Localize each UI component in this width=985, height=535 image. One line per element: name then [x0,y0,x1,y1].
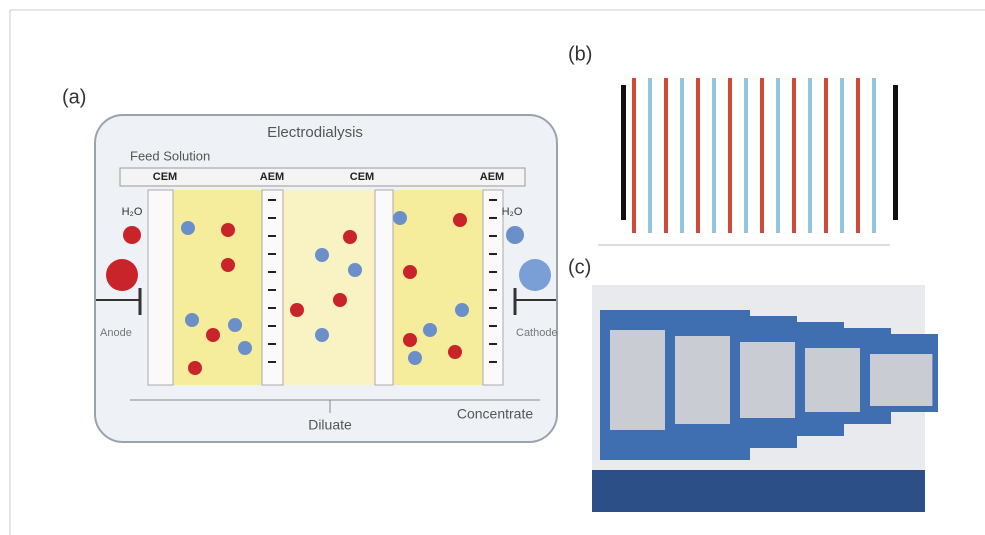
chamber [283,190,375,385]
chamber [173,190,262,385]
ion [343,230,357,244]
ion [181,221,195,235]
membrane-bar [744,78,748,233]
membrane-bar [648,78,652,233]
membrane-label: CEM [350,171,374,183]
panel-label: (a) [62,86,86,108]
ion [333,293,347,307]
membrane-bar [632,78,636,233]
ion [238,341,252,355]
figure: (a) Electrodialysis Feed Solution CEM AE… [0,0,985,535]
membrane-label: AEM [480,171,504,183]
feed-label: Feed Solution [130,148,210,163]
end-plate [621,85,626,220]
ion [348,263,362,277]
ion [423,323,437,337]
membrane [148,190,173,385]
ion [393,211,407,225]
membrane-bar [776,78,780,233]
membrane [483,190,503,385]
water-label: H₂O [502,206,523,218]
cathode-label: Cathode [516,327,558,339]
ion [228,318,242,332]
photo-content [592,310,938,512]
ion [290,303,304,317]
ion [188,361,202,375]
ion [453,213,467,227]
membrane-bar [680,78,684,233]
membrane-bar [808,78,812,233]
membrane [375,190,393,385]
end-plate [893,85,898,220]
panel-label: (c) [568,256,591,278]
cell-title: Electrodialysis [267,124,363,141]
cathode-electrode [519,259,551,291]
ion [206,328,220,342]
diluate-label: Diluate [308,417,352,433]
membrane-bar [824,78,828,233]
panel-label: (b) [568,43,592,65]
ion [221,258,235,272]
membrane-bar [664,78,668,233]
membrane-label: CEM [153,171,177,183]
ion [408,351,422,365]
membrane-bar [856,78,860,233]
membrane [262,190,283,385]
anode-electrode [106,259,138,291]
ion [315,248,329,262]
concentrate-label: Concentrate [457,406,533,422]
ion [448,345,462,359]
ion [315,328,329,342]
ion [455,303,469,317]
unit-stack [870,354,932,406]
membrane-label: AEM [260,171,284,183]
ion [185,313,199,327]
ion [123,226,141,244]
membrane-bar [872,78,876,233]
ion [506,226,524,244]
ion [221,223,235,237]
membrane-bar [728,78,732,233]
water-label: H₂O [122,206,143,218]
membrane-header [120,168,525,186]
membrane-bar [840,78,844,233]
membrane-bar [712,78,716,233]
ion [403,265,417,279]
membrane-bar [792,78,796,233]
anode-label: Anode [100,327,132,339]
ion [403,333,417,347]
membrane-bar [696,78,700,233]
membrane-bar [760,78,764,233]
base [592,470,925,512]
